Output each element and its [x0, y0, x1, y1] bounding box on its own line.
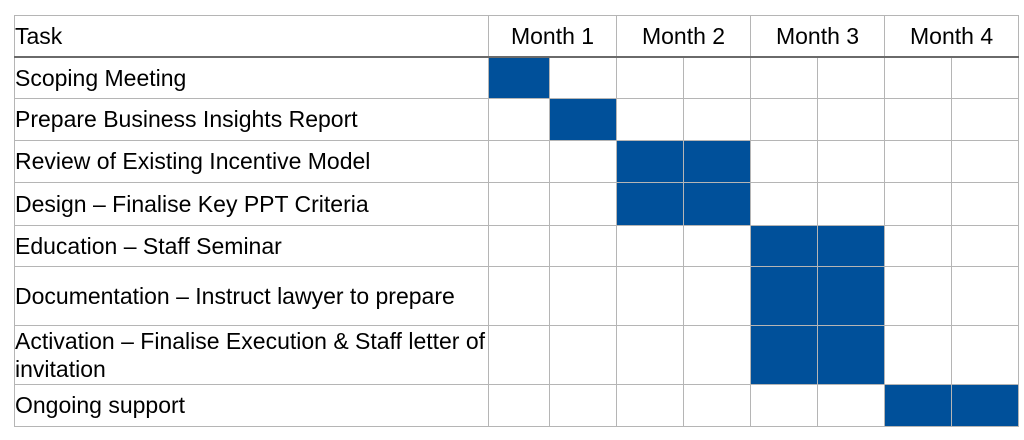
timeline-cell: [951, 181, 1020, 226]
timeline-cell: [884, 224, 953, 267]
month-2-header: Month 2: [616, 15, 752, 58]
timeline-cell: [616, 56, 685, 99]
table-row: Design – Finalise Key PPT Criteria: [14, 181, 1020, 226]
timeline-cell: [884, 97, 953, 141]
timeline-cell: [951, 97, 1020, 141]
gantt-table: Task Month 1 Month 2 Month 3 Month 4 Sco…: [14, 15, 1020, 427]
timeline-cell: [488, 383, 550, 427]
timeline-cell: [750, 383, 819, 427]
task-label: Review of Existing Incentive Model: [14, 139, 489, 183]
timeline-cell: [488, 224, 550, 267]
timeline-bar-cell: [488, 56, 550, 99]
timeline-cell: [616, 324, 685, 385]
timeline-bar-cell: [548, 97, 618, 141]
task-label: Documentation – Instruct lawyer to prepa…: [14, 265, 489, 326]
timeline-bar-cell: [750, 324, 819, 385]
timeline-cell: [548, 383, 618, 427]
timeline-cell: [548, 139, 618, 183]
table-row: Documentation – Instruct lawyer to prepa…: [14, 265, 1020, 326]
timeline-cell: [951, 224, 1020, 267]
timeline-bar-cell: [683, 139, 752, 183]
timeline-cell: [683, 56, 752, 99]
timeline-cell: [548, 224, 618, 267]
timeline-cell: [488, 265, 550, 326]
timeline-bar-cell: [884, 383, 953, 427]
task-label: Prepare Business Insights Report: [14, 97, 489, 141]
timeline-bar-cell: [750, 265, 819, 326]
timeline-cell: [884, 265, 953, 326]
timeline-bar-cell: [616, 139, 685, 183]
timeline-cell: [548, 56, 618, 99]
timeline-bar-cell: [951, 383, 1020, 427]
timeline-bar-cell: [817, 224, 886, 267]
timeline-cell: [951, 56, 1020, 99]
timeline-cell: [817, 181, 886, 226]
timeline-cell: [817, 383, 886, 427]
table-row: Education – Staff Seminar: [14, 224, 1020, 267]
task-column-header: Task: [14, 15, 489, 58]
table-row: Review of Existing Incentive Model: [14, 139, 1020, 183]
timeline-cell: [884, 139, 953, 183]
timeline-cell: [488, 139, 550, 183]
table-row: Ongoing support: [14, 383, 1020, 427]
table-row: Scoping Meeting: [14, 56, 1020, 99]
month-3-header: Month 3: [750, 15, 886, 58]
timeline-cell: [951, 324, 1020, 385]
timeline-cell: [616, 224, 685, 267]
timeline-cell: [616, 265, 685, 326]
timeline-cell: [488, 324, 550, 385]
timeline-cell: [683, 97, 752, 141]
timeline-cell: [750, 97, 819, 141]
timeline-cell: [951, 139, 1020, 183]
task-label: Scoping Meeting: [14, 56, 489, 99]
timeline-bar-cell: [817, 265, 886, 326]
timeline-cell: [548, 265, 618, 326]
timeline-bar-cell: [616, 181, 685, 226]
table-row: Prepare Business Insights Report: [14, 97, 1020, 141]
timeline-cell: [884, 56, 953, 99]
task-label: Design – Finalise Key PPT Criteria: [14, 181, 489, 226]
timeline-cell: [616, 97, 685, 141]
month-1-header: Month 1: [487, 15, 618, 58]
timeline-cell: [683, 224, 752, 267]
timeline-cell: [884, 181, 953, 226]
timeline-cell: [817, 139, 886, 183]
header-row: Task Month 1 Month 2 Month 3 Month 4: [14, 15, 1020, 58]
timeline-cell: [548, 181, 618, 226]
timeline-bar-cell: [683, 181, 752, 226]
timeline-cell: [750, 56, 819, 99]
timeline-cell: [616, 383, 685, 427]
timeline-cell: [683, 265, 752, 326]
timeline-cell: [750, 139, 819, 183]
timeline-cell: [817, 97, 886, 141]
timeline-cell: [488, 181, 550, 226]
timeline-cell: [683, 324, 752, 385]
timeline-cell: [683, 383, 752, 427]
timeline-cell: [750, 181, 819, 226]
task-label: Activation – Finalise Execution & Staff …: [14, 324, 489, 385]
timeline-bar-cell: [817, 324, 886, 385]
table-row: Activation – Finalise Execution & Staff …: [14, 324, 1020, 385]
task-label: Education – Staff Seminar: [14, 224, 489, 267]
timeline-cell: [548, 324, 618, 385]
task-rows: Scoping Meeting Prepare Business Insight…: [14, 56, 1020, 427]
timeline-cell: [884, 324, 953, 385]
timeline-cell: [951, 265, 1020, 326]
timeline-bar-cell: [750, 224, 819, 267]
task-label: Ongoing support: [14, 383, 489, 427]
month-4-header: Month 4: [884, 15, 1020, 58]
timeline-cell: [817, 56, 886, 99]
timeline-cell: [488, 97, 550, 141]
